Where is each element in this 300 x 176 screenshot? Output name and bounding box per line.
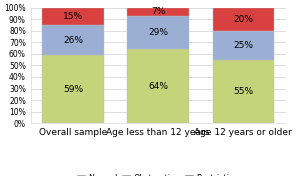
Bar — [42, 55, 104, 123]
Legend: Normal, Obstructive, Restrictive: Normal, Obstructive, Restrictive — [74, 171, 242, 176]
Bar — [213, 31, 274, 60]
Text: 59%: 59% — [63, 85, 83, 94]
Text: 25%: 25% — [233, 41, 253, 50]
Bar — [213, 8, 274, 31]
Text: 26%: 26% — [63, 36, 83, 45]
Bar — [128, 8, 189, 16]
Text: 55%: 55% — [233, 87, 253, 96]
Text: 20%: 20% — [233, 15, 253, 24]
Text: 7%: 7% — [151, 7, 165, 16]
Text: 15%: 15% — [63, 12, 83, 21]
Bar — [128, 49, 189, 123]
Bar — [42, 8, 104, 25]
Bar — [128, 16, 189, 49]
Text: 29%: 29% — [148, 28, 168, 37]
Bar — [42, 25, 104, 55]
Bar — [213, 60, 274, 123]
Text: 64%: 64% — [148, 82, 168, 91]
